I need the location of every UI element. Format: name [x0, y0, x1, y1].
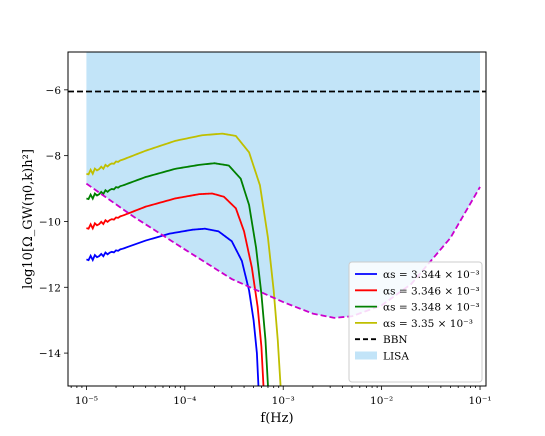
- y-axis-label: log10[Ω_GW(η0,k)h²]: [21, 149, 36, 289]
- x-tick-label: 10⁻⁵: [75, 395, 98, 407]
- x-tick-label: 10⁻¹: [468, 395, 491, 407]
- legend-label: BBN: [383, 334, 408, 346]
- legend: αs = 3.344 × 10⁻³ αs = 3.346 × 10⁻³ αs = 3…: [348, 261, 483, 383]
- plot-frame: [67, 51, 487, 387]
- y-tick-label: −8: [46, 151, 61, 163]
- legend-label: LISA: [383, 351, 409, 363]
- lisa-region: [86, 52, 481, 318]
- series-line-1: [86, 192, 265, 386]
- series-line-0: [86, 227, 260, 386]
- x-tick-label: 10⁻³: [272, 395, 295, 407]
- y-axis: −6 −8 −10 −12 −14: [39, 85, 68, 360]
- x-axis-label: f(Hz): [260, 411, 293, 426]
- legend-label: αs = 3.348 × 10⁻³: [383, 302, 480, 314]
- y-tick-label: −14: [39, 348, 61, 360]
- series-line-3: [86, 132, 282, 386]
- y-tick-label: −12: [39, 282, 61, 294]
- y-tick-label: −10: [39, 216, 61, 228]
- series-line-2: [86, 162, 269, 386]
- legend-label: αs = 3.344 × 10⁻³: [383, 269, 480, 281]
- legend-label: αs = 3.35 × 10⁻³: [383, 318, 473, 330]
- legend-box: [348, 261, 483, 383]
- legend-patch: [355, 351, 377, 360]
- y-tick-label: −6: [46, 85, 62, 97]
- legend-label: αs = 3.346 × 10⁻³: [383, 285, 480, 297]
- x-tick-label: 10⁻⁴: [173, 395, 196, 407]
- x-tick-label: 10⁻²: [370, 395, 393, 407]
- lisa-shade: [86, 52, 481, 318]
- x-axis: 10⁻⁵ 10⁻⁴ 10⁻³ 10⁻² 10⁻¹: [70, 386, 492, 407]
